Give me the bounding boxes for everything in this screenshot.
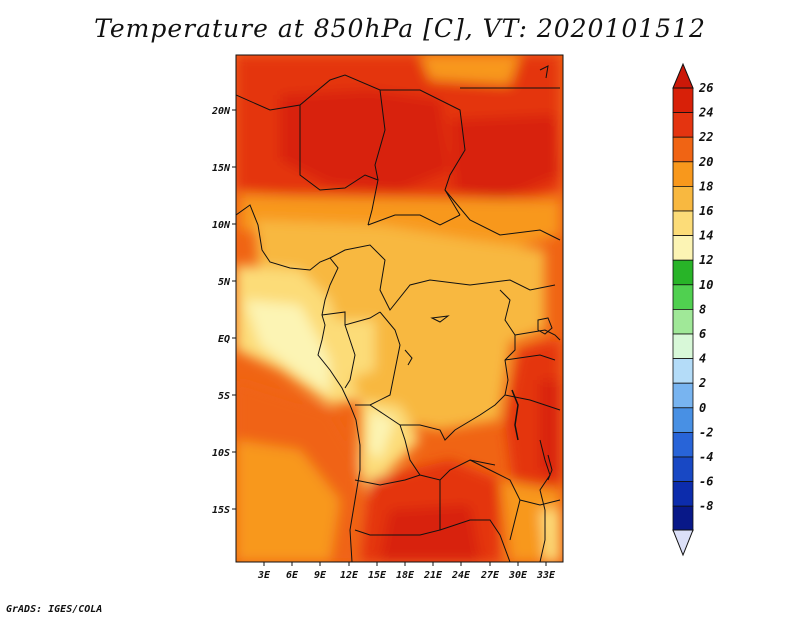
y-tick-label: 20N [211,106,231,117]
x-tick-label: 33E [536,570,556,581]
y-axis-ticks [232,109,236,510]
colorbar-swatch [672,481,694,507]
y-tick-label: 5N [218,277,231,288]
temperature-field [236,55,563,562]
colorbar-swatch [672,210,694,237]
colorbar-top-arrow [672,62,694,89]
colorbar-swatch [672,87,694,114]
colorbar-swatch [672,235,694,261]
y-tick-label: 5S [218,391,230,402]
colorbar-label: 24 [698,106,713,120]
colorbar-label: 26 [698,81,713,95]
colorbar-swatch [672,407,694,433]
colorbar-label: 8 [699,302,706,316]
x-tick-label: 12E [340,570,359,581]
x-tick-label: 21E [423,570,443,581]
x-axis-labels: 3E 6E 9E 12E 15E 18E 21E 24E 27E 30E 33E [257,570,556,581]
colorbar-label: 10 [699,278,713,292]
x-tick-label: 24E [451,570,471,581]
colorbar-label: 20 [698,155,713,169]
colorbar-swatch [672,505,694,532]
x-tick-label: 3E [257,570,271,581]
y-tick-label: 10N [212,220,231,231]
colorbar-bottom-arrow [672,529,694,557]
x-axis-ticks [263,562,547,566]
y-axis-labels: 20N 15N 10N 5N EQ 5S 10S 15S [211,106,231,516]
x-tick-label: 15E [368,570,387,581]
colorbar-swatch [672,431,694,458]
colorbar-label: 22 [698,130,713,144]
country-borders [236,65,561,562]
colorbar-label: 18 [699,179,713,193]
colorbar-swatch [672,308,694,335]
colorbar-label: 2 [698,376,706,390]
y-tick-label: 10S [212,448,230,459]
y-tick-label: 15N [212,163,231,174]
x-tick-label: 27E [480,570,500,581]
colorbar-swatch [672,259,694,286]
x-tick-label: 9E [314,570,327,581]
colorbar-swatch [672,112,694,138]
colorbar-label: 4 [699,352,706,366]
y-tick-label: EQ [218,334,230,345]
x-tick-label: 30E [508,570,528,581]
colorbar-label: 0 [699,401,706,415]
colorbar-swatch [672,382,694,409]
colorbar-swatch [672,185,694,212]
colorbar-swatch [672,333,694,360]
x-tick-label: 18E [396,570,415,581]
colorbar-label: 16 [699,204,713,218]
colorbar-swatch [672,358,694,384]
colorbar-label: -6 [699,475,713,489]
colorbar-label: -4 [699,450,713,464]
colorbar-label: 12 [699,253,713,267]
colorbar-label: 6 [699,327,706,341]
map-frame [235,54,564,563]
colorbar-label: 14 [699,229,713,243]
grads-credit: GrADS: IGES/COLA [6,604,103,615]
chart-title: Temperature at 850hPa [C], VT: 202010151… [94,14,706,43]
colorbar-swatch [672,284,694,310]
y-tick-label: 15S [212,505,230,516]
colorbar-swatch [672,161,694,187]
colorbar-swatch [672,456,694,483]
colorbar-swatch [672,136,694,163]
colorbar-label: -8 [699,499,713,513]
colorbar-label: -2 [699,425,713,439]
x-tick-label: 6E [286,570,299,581]
